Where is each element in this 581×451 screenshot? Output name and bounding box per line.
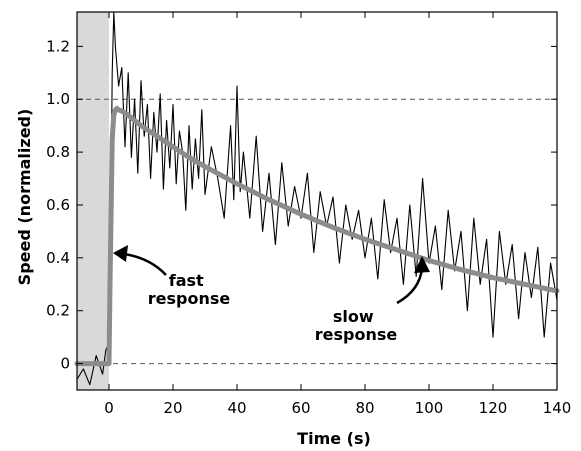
slow-response-line-2: response	[315, 325, 398, 344]
annotation-arrows	[113, 245, 430, 305]
y-axis-ticks: 0 0.2 0.4 0.6 0.8 1.0 1.2	[46, 37, 557, 373]
y-tick-label: 0	[60, 355, 70, 373]
series-layer	[74, 11, 560, 386]
shaded-baseline-region	[77, 12, 109, 390]
y-tick-label: 0.6	[46, 196, 70, 214]
y-tick-label: 1.0	[46, 90, 70, 108]
x-tick-label: 100	[415, 399, 444, 417]
x-tick-label: 20	[163, 399, 182, 417]
slow-response-line-1: slow	[333, 307, 374, 326]
measured-series-line	[76, 11, 558, 386]
fast-response-arrow-shaft	[123, 252, 167, 276]
x-tick-label: 140	[543, 399, 572, 417]
fast-response-label: fast response	[148, 271, 231, 308]
fast-response-arrow-head	[113, 245, 128, 262]
x-axis-title: Time (s)	[297, 429, 371, 448]
x-tick-label: 0	[104, 399, 114, 417]
fit-series-line	[74, 106, 560, 367]
plot-frame	[76, 11, 558, 391]
x-tick-label: 40	[227, 399, 246, 417]
slow-response-arrow-head	[414, 256, 430, 273]
fast-response-line-2: response	[148, 289, 231, 308]
y-tick-label: 1.2	[46, 37, 70, 55]
x-tick-label: 60	[291, 399, 310, 417]
slow-response-label: slow response	[315, 307, 398, 344]
slow-response-arrow-shaft	[396, 267, 424, 305]
reference-lines	[77, 98, 557, 365]
x-axis-ticks: 0 20 40 60 80 100 120 140	[104, 12, 571, 417]
x-tick-label: 120	[479, 399, 508, 417]
y-axis-title: Speed (normalized)	[15, 109, 34, 286]
x-tick-label: 80	[355, 399, 374, 417]
fast-response-line-1: fast	[169, 271, 204, 290]
y-tick-label: 0.2	[46, 302, 70, 320]
y-tick-label: 0.8	[46, 143, 70, 161]
y-tick-label: 0.4	[46, 249, 70, 267]
